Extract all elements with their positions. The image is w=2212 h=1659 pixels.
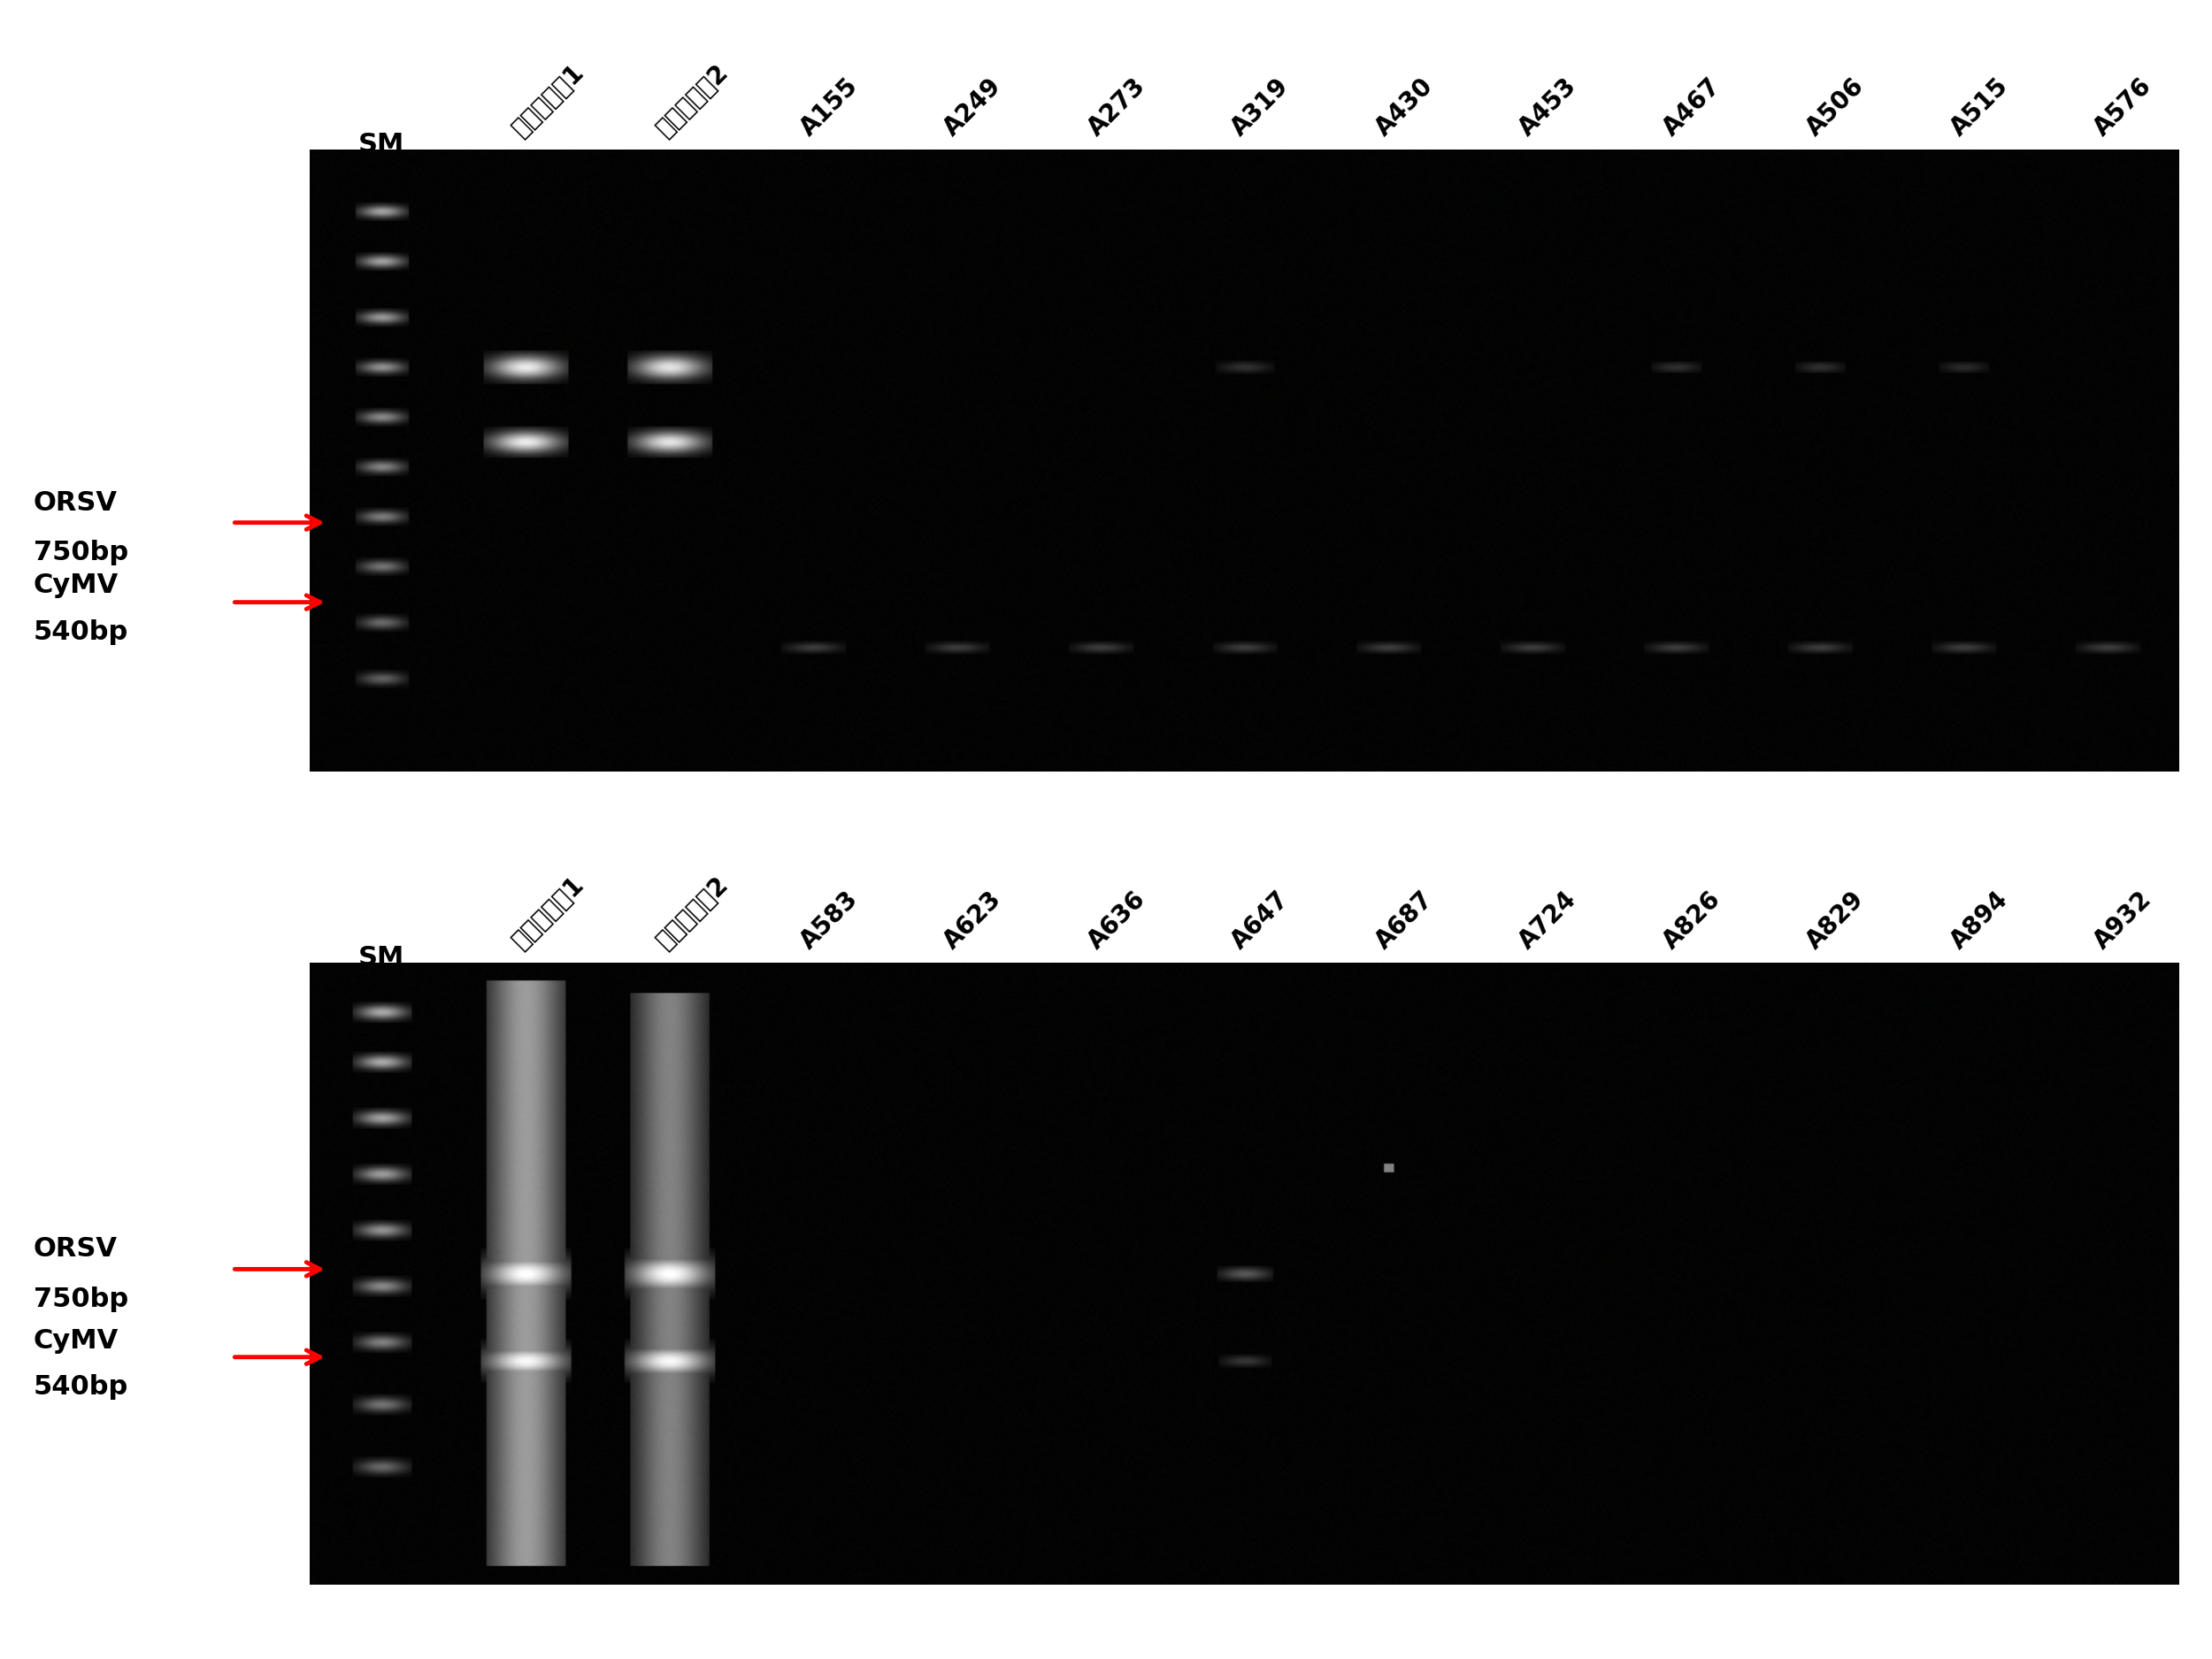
Text: 750bp: 750bp (33, 539, 128, 566)
Text: A506: A506 (1803, 73, 1869, 141)
Text: A583: A583 (796, 886, 863, 954)
Text: A576: A576 (2090, 73, 2157, 141)
Text: 540bp: 540bp (33, 619, 128, 645)
Text: A687: A687 (1371, 886, 1438, 954)
Text: 감염대조구2: 감염대조구2 (653, 873, 732, 954)
Text: A826: A826 (1659, 886, 1725, 954)
Text: A453: A453 (1515, 73, 1582, 141)
Text: A724: A724 (1515, 886, 1582, 954)
Text: A155: A155 (796, 73, 863, 141)
Text: A515: A515 (1947, 73, 2013, 141)
Text: A636: A636 (1084, 886, 1150, 954)
Text: A319: A319 (1228, 75, 1294, 141)
Text: A430: A430 (1371, 73, 1438, 141)
Text: A647: A647 (1228, 886, 1294, 954)
Text: A894: A894 (1947, 886, 2013, 954)
Text: A829: A829 (1803, 886, 1869, 954)
Text: ORSV: ORSV (33, 1236, 117, 1262)
Text: A932: A932 (2090, 886, 2157, 954)
Text: 감염대조구2: 감염대조구2 (653, 60, 732, 141)
Text: A467: A467 (1659, 73, 1725, 141)
Text: CyMV: CyMV (33, 1327, 119, 1354)
Text: CyMV: CyMV (33, 572, 119, 599)
Text: SM: SM (358, 946, 405, 971)
Text: SM: SM (358, 133, 405, 158)
Text: 540bp: 540bp (33, 1374, 128, 1400)
Text: 감염대조구1: 감염대조구1 (509, 873, 588, 954)
Text: ORSV: ORSV (33, 489, 117, 516)
Text: A249: A249 (940, 73, 1006, 141)
Text: 감염대조구1: 감염대조구1 (509, 60, 588, 141)
Text: 750bp: 750bp (33, 1286, 128, 1312)
Text: A623: A623 (940, 886, 1006, 954)
Text: A273: A273 (1084, 73, 1150, 141)
